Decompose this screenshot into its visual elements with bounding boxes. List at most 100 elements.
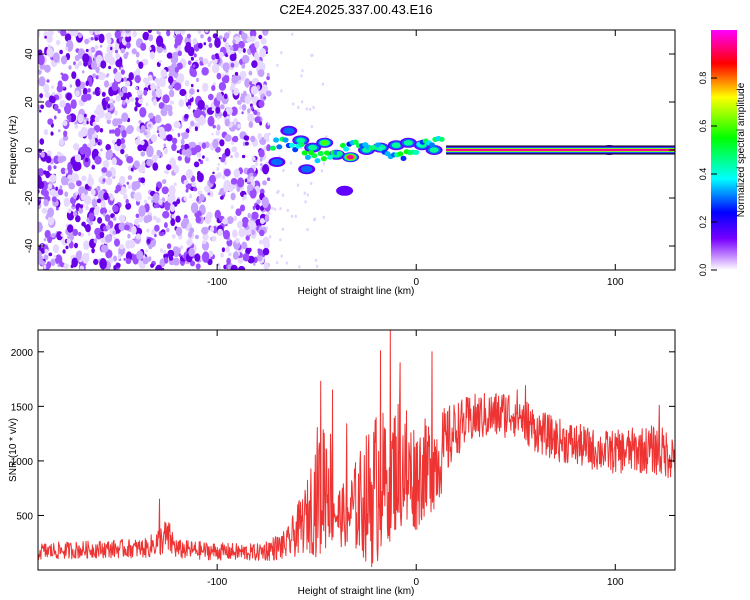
noise-speckle — [212, 82, 216, 86]
noise-speckle — [233, 215, 237, 222]
noise-speckle — [186, 33, 191, 39]
noise-speckle — [38, 196, 42, 201]
noise-speckle — [128, 96, 135, 102]
noise-speckle — [280, 51, 283, 55]
noise-speckle — [56, 207, 59, 211]
noise-speckle — [94, 155, 102, 165]
noise-speckle — [140, 151, 146, 157]
noise-speckle — [47, 183, 53, 190]
noise-speckle — [232, 39, 236, 44]
noise-speckle — [78, 231, 82, 237]
noise-speckle — [216, 92, 223, 102]
signal-blob — [336, 185, 354, 196]
noise-speckle — [80, 204, 83, 209]
noise-speckle — [148, 244, 153, 250]
noise-speckle — [322, 215, 325, 219]
noise-speckle — [61, 73, 69, 82]
noise-speckle — [216, 166, 220, 172]
noise-speckle — [197, 99, 205, 110]
ytick-label: 20 — [24, 96, 35, 108]
noise-speckle — [143, 77, 150, 84]
noise-speckle — [239, 204, 246, 212]
noise-speckle — [70, 99, 77, 109]
noise-speckle — [182, 131, 189, 140]
noise-speckle — [38, 30, 41, 38]
noise-speckle — [111, 140, 116, 144]
noise-speckle — [93, 238, 98, 244]
noise-speckle — [135, 138, 141, 146]
noise-speckle — [131, 225, 137, 235]
noise-speckle — [241, 154, 246, 159]
noise-speckle — [59, 49, 63, 55]
noise-speckle — [128, 72, 134, 81]
noise-speckle — [252, 31, 256, 35]
noise-speckle — [259, 229, 265, 237]
carrier-line-level — [446, 149, 675, 151]
xtick-label: 100 — [607, 577, 624, 588]
noise-speckle — [276, 63, 279, 67]
noise-speckle — [250, 105, 254, 111]
noise-speckle — [108, 193, 112, 197]
noise-speckle — [273, 207, 277, 211]
noise-speckle — [115, 49, 118, 54]
noise-speckle — [66, 114, 72, 121]
noise-speckle — [175, 215, 181, 223]
noise-speckle — [150, 240, 156, 246]
noise-speckle — [117, 124, 121, 128]
noise-speckle — [65, 245, 69, 250]
noise-speckle — [194, 145, 202, 153]
noise-speckle — [148, 34, 154, 42]
signal-blob — [320, 156, 327, 162]
noise-speckle — [262, 247, 270, 256]
noise-speckle — [205, 157, 209, 162]
signal-blob — [282, 137, 289, 143]
noise-speckle — [121, 129, 127, 138]
noise-speckle — [185, 41, 192, 48]
noise-speckle — [72, 228, 79, 236]
noise-speckle — [214, 53, 220, 60]
noise-speckle — [223, 229, 230, 240]
noise-speckle — [224, 148, 231, 157]
noise-speckle — [244, 95, 251, 105]
noise-speckle — [108, 257, 114, 264]
noise-speckle — [84, 195, 92, 205]
noise-speckle — [184, 80, 190, 87]
noise-speckle — [100, 244, 109, 253]
noise-speckle — [151, 89, 157, 97]
signal-blob — [320, 140, 329, 146]
noise-speckle — [197, 30, 202, 34]
noise-speckle — [44, 64, 51, 73]
noise-speckle — [161, 186, 169, 195]
noise-speckle — [98, 153, 101, 157]
noise-speckle — [286, 208, 289, 212]
noise-speckle — [93, 258, 99, 265]
noise-speckle — [211, 54, 216, 60]
noise-speckle — [207, 93, 214, 101]
noise-speckle — [74, 124, 79, 129]
signal-blob — [429, 142, 436, 148]
noise-speckle — [245, 235, 250, 241]
noise-speckle — [113, 265, 117, 270]
noise-speckle — [195, 215, 202, 224]
noise-speckle — [86, 120, 89, 125]
noise-speckle — [153, 204, 158, 209]
noise-speckle — [244, 229, 251, 237]
noise-speckle — [47, 44, 51, 48]
noise-speckle — [154, 234, 157, 238]
noise-speckle — [135, 213, 140, 218]
noise-speckle — [160, 107, 168, 117]
noise-speckle — [196, 197, 200, 202]
noise-speckle — [260, 93, 267, 102]
xtick-label: -100 — [207, 577, 227, 588]
noise-speckle — [175, 226, 183, 236]
noise-speckle — [263, 133, 270, 141]
noise-speckle — [250, 225, 254, 230]
noise-speckle — [305, 107, 308, 111]
signal-blob — [391, 142, 401, 148]
noise-speckle — [221, 247, 225, 253]
noise-speckle — [147, 74, 153, 82]
noise-speckle — [208, 42, 213, 48]
noise-speckle — [173, 182, 177, 187]
noise-speckle — [120, 47, 126, 54]
noise-speckle — [310, 181, 313, 185]
